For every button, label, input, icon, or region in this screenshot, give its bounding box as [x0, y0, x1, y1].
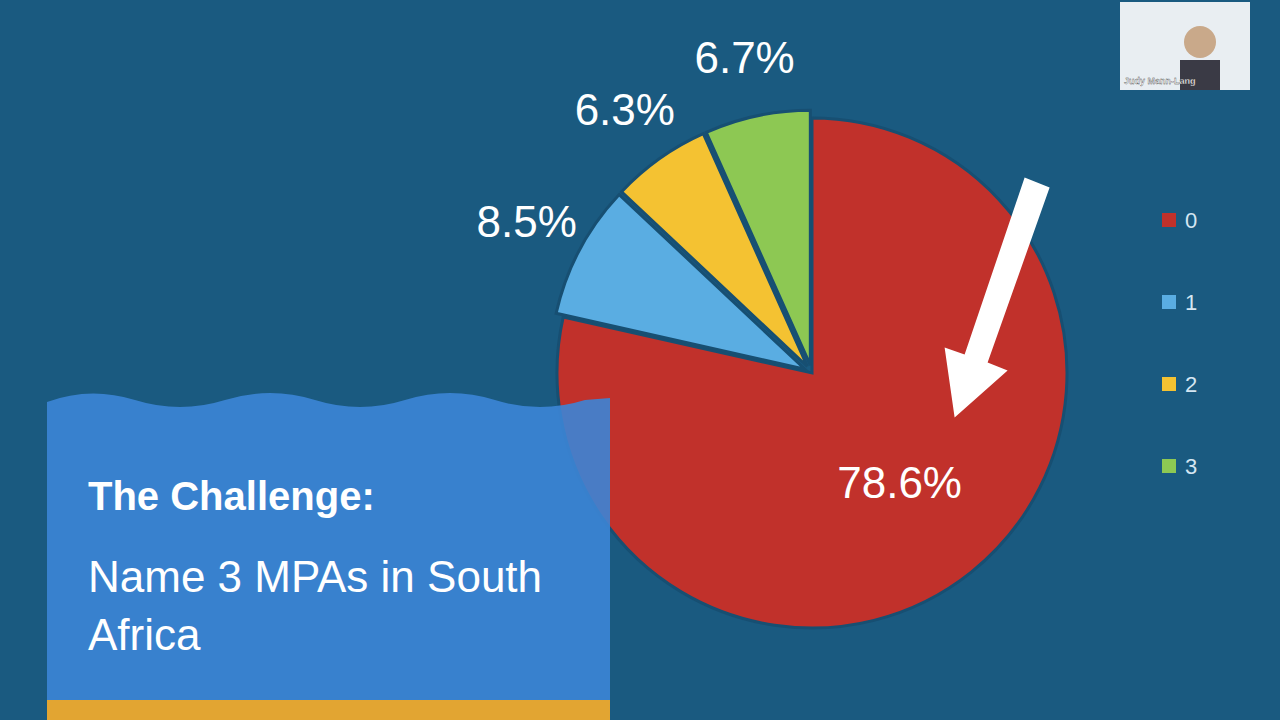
subtitle: Name 3 MPAs in SouthAfrica — [88, 552, 542, 659]
background — [0, 0, 1280, 720]
data-label: 6.7% — [694, 33, 794, 82]
title-box — [47, 393, 610, 720]
data-labels: 78.6% 8.5% 6.3% 6.7% — [477, 33, 1050, 507]
legend-label: 1 — [1185, 290, 1197, 315]
webcam-frame — [1120, 2, 1250, 90]
data-label: 78.6% — [837, 458, 962, 507]
legend-label: 0 — [1185, 208, 1197, 233]
legend-swatch — [1162, 459, 1176, 473]
title-panel — [47, 393, 610, 700]
legend-label: 2 — [1185, 372, 1197, 397]
pie-slice — [706, 110, 810, 365]
legend: 0 1 2 3 — [1162, 208, 1197, 479]
pie-slice — [557, 118, 1067, 628]
slide: The Challenge: Name 3 MPAs in SouthAfrica… — [0, 0, 1280, 720]
data-label: 8.5% — [477, 197, 577, 246]
data-label: 6.3% — [575, 85, 675, 134]
webcam: Judy Mann-Lang — [1120, 2, 1250, 90]
legend-swatch — [1162, 295, 1176, 309]
title: The Challenge: — [88, 474, 375, 518]
legend-label: 3 — [1185, 454, 1197, 479]
arrow — [945, 178, 1050, 418]
annotation: Judy Mann-Lang — [1124, 76, 1196, 86]
legend-swatch — [1162, 377, 1176, 391]
legend-swatch — [1162, 213, 1176, 227]
title-strip — [47, 700, 610, 720]
pie — [556, 110, 1067, 628]
webcam-figure — [1184, 26, 1216, 58]
